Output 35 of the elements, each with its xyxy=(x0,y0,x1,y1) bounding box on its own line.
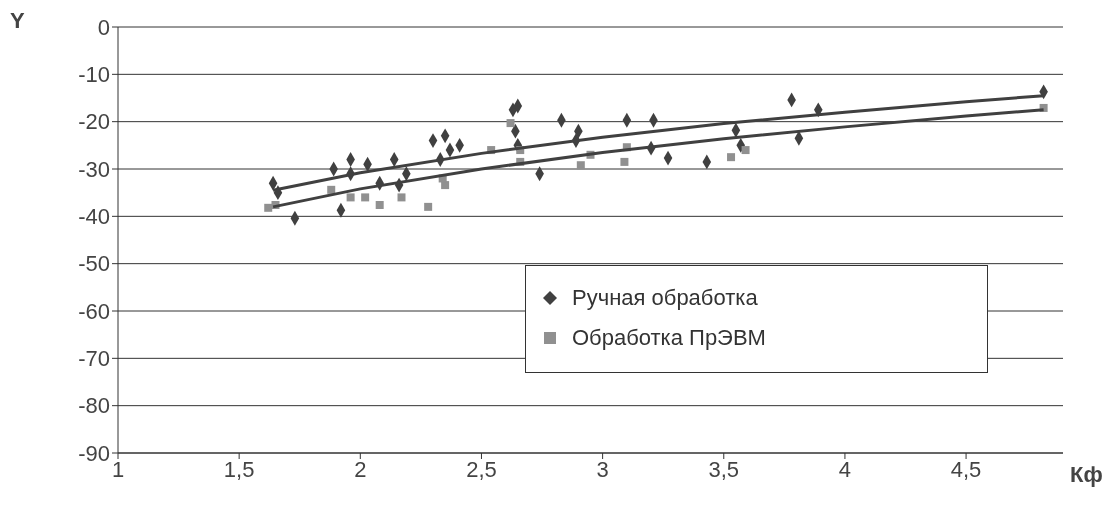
point xyxy=(375,200,384,209)
point xyxy=(327,185,336,194)
y-tick-label: -90 xyxy=(78,440,110,466)
y-axis-title: Y xyxy=(10,8,25,34)
point xyxy=(264,203,273,212)
y-tick-label: 0 xyxy=(97,14,110,40)
point xyxy=(441,181,450,190)
x-tick-label: 3,5 xyxy=(708,456,740,482)
point xyxy=(397,193,406,202)
point xyxy=(576,161,585,170)
y-tick-label: -10 xyxy=(78,62,110,88)
y-tick-label: -60 xyxy=(78,298,110,324)
point xyxy=(361,193,370,202)
point xyxy=(620,157,629,166)
x-tick-label: 4 xyxy=(838,456,852,482)
legend-label: Ручная обработка xyxy=(572,285,758,311)
y-tick-label: -40 xyxy=(78,204,110,230)
x-tick-label: 3 xyxy=(596,456,609,482)
point xyxy=(506,119,515,128)
y-tick-label: -50 xyxy=(78,251,110,277)
x-tick-label: 2,5 xyxy=(466,456,497,482)
legend-label: Обработка ПрЭВМ xyxy=(572,325,766,351)
x-axis-title: Кф xyxy=(1070,462,1103,488)
x-tick-label: 1,5 xyxy=(223,456,255,482)
point xyxy=(741,146,750,155)
y-tick-label: -20 xyxy=(78,109,110,135)
x-tick-label: 4,5 xyxy=(950,456,982,482)
point xyxy=(346,193,355,202)
y-tick-label: -80 xyxy=(78,393,110,419)
y-tick-label: -70 xyxy=(78,346,110,372)
point xyxy=(424,202,433,211)
y-tick-label: -30 xyxy=(78,156,110,182)
x-tick-label: 2 xyxy=(354,456,367,482)
x-tick-label: 1 xyxy=(111,456,125,482)
point xyxy=(727,153,736,162)
